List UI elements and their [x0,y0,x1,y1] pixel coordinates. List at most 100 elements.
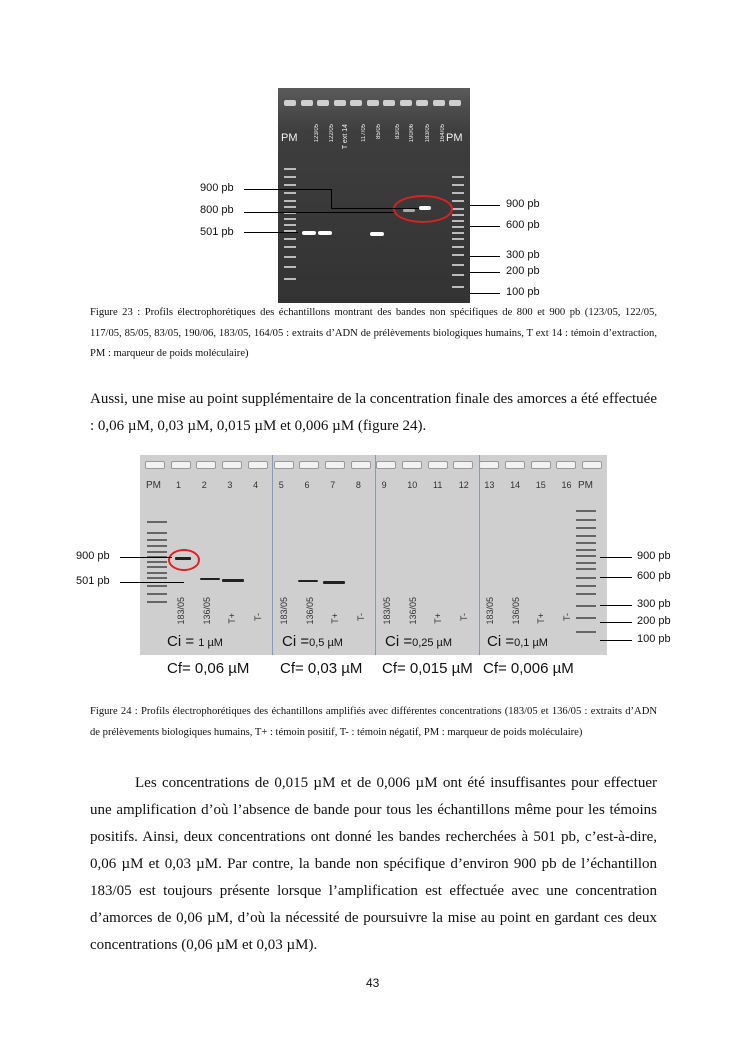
lane-number: 16 [561,480,572,490]
arrow-line [244,189,332,190]
ladder-band [284,278,296,280]
size-label-right: 900 pb [637,550,671,562]
well [273,461,294,469]
highlight-circle [168,549,200,571]
tick-line [470,205,500,206]
ladder-band [284,184,296,186]
band-501 [302,231,316,235]
arrow-501 [120,582,184,583]
well [366,100,379,106]
well [300,100,313,106]
sample-label: T+ [227,613,238,624]
well [145,461,165,469]
well [350,461,371,469]
ladder-band [284,266,296,268]
ladder-band [284,212,296,214]
ladder-band [147,577,167,579]
well [333,100,346,106]
ladder-band [576,617,596,619]
size-label-right: 200 pb [506,265,540,277]
ladder-band [147,539,167,541]
well [432,100,445,106]
ladder-band [576,542,596,544]
lane-label: 83/05 [395,124,401,140]
lane-number: 4 [253,480,259,490]
ladder-band [452,232,464,234]
well [479,461,500,469]
sample-label: T+ [330,613,341,624]
well [449,100,461,106]
ladder-band [576,510,596,512]
ladder-band [576,527,596,529]
size-label-right: 300 pb [637,598,671,610]
tick-line [600,622,632,623]
lane-number: 12 [458,480,469,490]
size-label-left: 501 pb [76,575,110,587]
size-label-right: 200 pb [637,615,671,627]
ladder-band [147,601,167,603]
tick-line [600,640,632,641]
size-label-right: 300 pb [506,249,540,261]
band-501 [318,231,332,235]
band-501 [298,580,318,582]
gel-image-figure-24: PM PM 1 2 3 4 5 6 7 8 9 10 11 12 13 14 15 16 183/05 136/… [140,455,607,655]
highlight-circle [393,195,453,223]
ladder-band [576,605,596,607]
cf-label: Cf= 0,06 µM [167,660,250,677]
ladder-band [284,246,296,248]
ladder-band [284,224,296,226]
ladder-band [576,568,596,570]
arrow-900 [120,557,172,558]
ladder-band [284,256,296,258]
size-label-right: 100 pb [506,286,540,298]
lane-label: 123/05 [314,124,320,143]
well [402,461,422,469]
sample-label: 183/05 [176,597,186,625]
ladder-band [576,535,596,537]
well [324,461,345,469]
ci-label: Ci = 1 µM [167,633,223,650]
ladder-band [284,238,296,240]
ladder-band [284,206,296,208]
figure-23-caption: Figure 23 : Profils électrophorétiques d… [90,307,657,359]
sample-label: 136/05 [201,597,212,625]
ladder-band [284,200,296,202]
arrow-501 [244,232,298,233]
ladder-band [452,200,464,202]
paragraph-1: Aussi, une mise au point supplémentaire … [90,391,657,434]
ladder-band [452,238,464,240]
ladder-band [452,254,464,256]
tick-line [600,557,632,558]
figure-24-caption: Figure 24 : Profils électrophorétiques d… [90,706,657,738]
sample-label: 183/05 [382,597,392,625]
ladder-band [452,214,464,216]
lane-label: 117/05 [361,124,367,142]
lane-number: 1 [176,480,182,490]
lane-number: 15 [535,480,546,490]
sample-label: 136/05 [304,597,315,625]
well [581,461,602,469]
lane-separator [479,455,480,655]
lane-separator [272,455,273,655]
ci-label: Ci =0,25 µM [385,633,453,650]
well [350,100,362,106]
size-label-right: 100 pb [637,633,671,645]
sample-label: 183/05 [279,597,289,625]
sample-label: T- [459,613,470,621]
tick-line [470,256,500,257]
ladder-band [284,218,296,220]
ladder-band [576,585,596,587]
arrow-800 [244,212,394,213]
band-501 [323,581,345,584]
sample-label: T- [562,613,573,621]
well [299,461,320,469]
ladder-band [284,168,296,170]
lane-number: 14 [510,480,521,490]
well [416,100,428,106]
lane-label: 122/05 [329,124,335,143]
sample-label: 183/05 [485,597,495,625]
ladder-band [576,577,596,579]
size-label-right: 600 pb [506,219,540,231]
paragraph-2: Les concentrations de 0,015 µM et de 0,0… [90,775,657,953]
